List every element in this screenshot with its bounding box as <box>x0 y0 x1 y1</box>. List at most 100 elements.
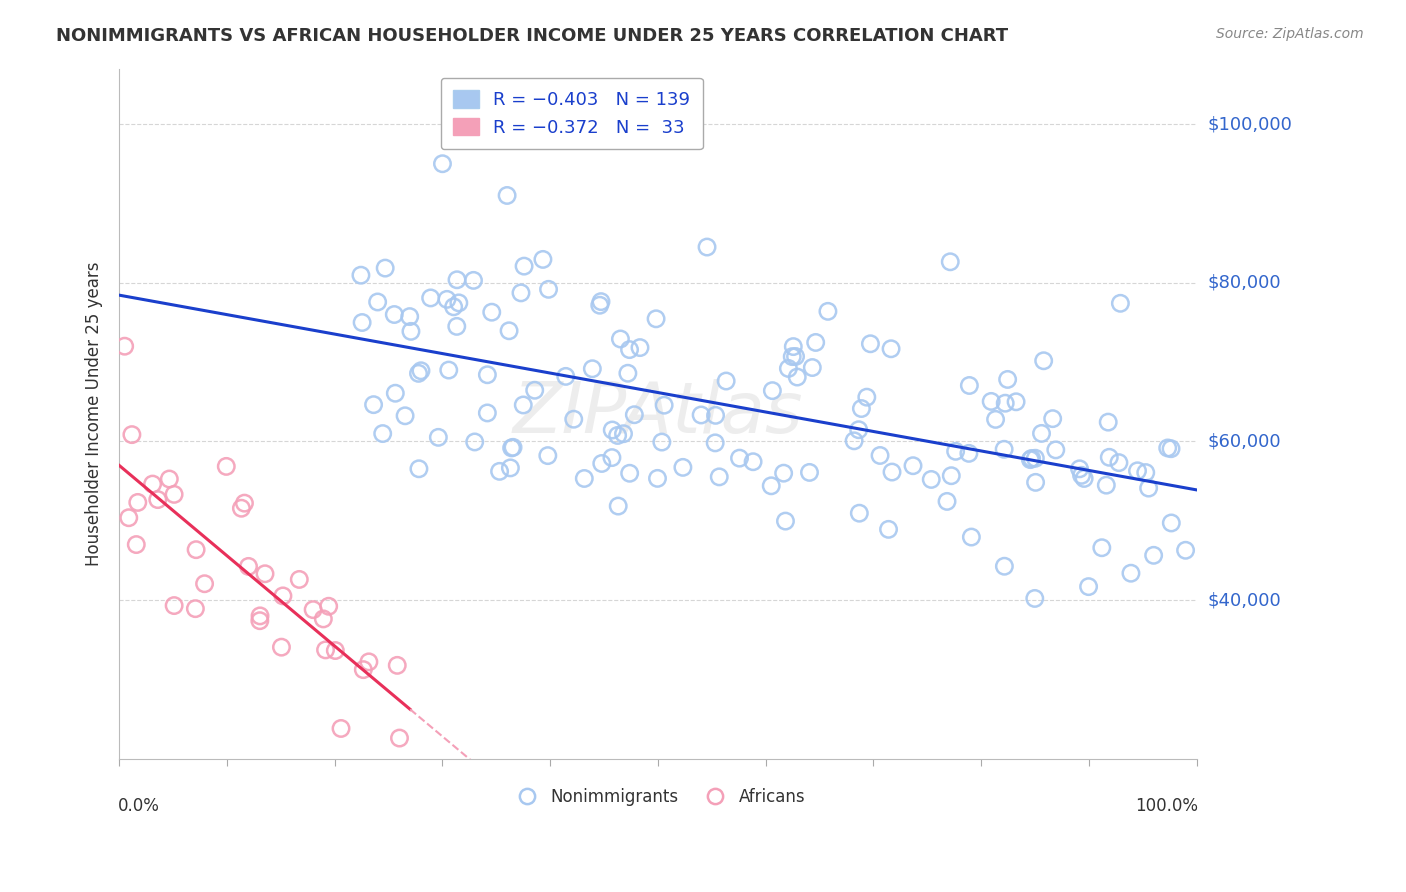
Point <box>477 406 499 420</box>
Point <box>513 259 536 273</box>
Point <box>936 494 959 508</box>
Point <box>993 559 1015 574</box>
Point <box>1135 466 1157 480</box>
Point <box>302 602 325 616</box>
Point <box>1045 442 1067 457</box>
Point <box>394 409 416 423</box>
Y-axis label: Householder Income Under 25 years: Householder Income Under 25 years <box>86 261 103 566</box>
Point <box>350 268 373 283</box>
Point <box>1024 451 1046 466</box>
Point <box>804 335 827 350</box>
Point <box>118 510 141 524</box>
Point <box>477 368 499 382</box>
Point <box>481 305 503 319</box>
Point <box>121 427 143 442</box>
Point <box>1143 549 1166 563</box>
Point <box>775 514 797 528</box>
Point <box>817 304 839 318</box>
Point <box>704 409 727 423</box>
Point <box>941 468 963 483</box>
Point <box>374 261 396 276</box>
Point <box>408 462 430 476</box>
Point <box>496 188 519 202</box>
Point <box>215 459 238 474</box>
Point <box>980 394 1002 409</box>
Text: 100.0%: 100.0% <box>1135 797 1198 814</box>
Point <box>609 332 631 346</box>
Point <box>288 573 311 587</box>
Point <box>194 576 217 591</box>
Point <box>387 658 409 673</box>
Point <box>323 643 346 657</box>
Point <box>367 295 389 310</box>
Text: $80,000: $80,000 <box>1208 274 1281 292</box>
Point <box>1097 415 1119 429</box>
Point <box>1042 411 1064 425</box>
Point <box>1157 441 1180 455</box>
Point <box>352 663 374 677</box>
Point <box>786 370 808 384</box>
Point <box>645 311 668 326</box>
Point <box>419 291 441 305</box>
Point <box>427 430 450 444</box>
Point <box>554 369 576 384</box>
Point <box>600 423 623 437</box>
Point <box>612 426 634 441</box>
Point <box>993 442 1015 457</box>
Point <box>146 492 169 507</box>
Point <box>851 401 873 416</box>
Point <box>672 460 695 475</box>
Point <box>856 390 879 404</box>
Point <box>249 608 271 623</box>
Point <box>357 655 380 669</box>
Point <box>869 449 891 463</box>
Point <box>312 612 335 626</box>
Point <box>623 408 645 422</box>
Point <box>848 506 870 520</box>
Point <box>714 374 737 388</box>
Point <box>498 324 520 338</box>
Point <box>384 386 406 401</box>
Point <box>1095 478 1118 492</box>
Point <box>589 298 612 312</box>
Point <box>957 378 980 392</box>
Point <box>446 319 468 334</box>
Point <box>589 294 612 309</box>
Point <box>778 361 800 376</box>
Point <box>562 412 585 426</box>
Point <box>704 435 727 450</box>
Point <box>1160 516 1182 530</box>
Point <box>1098 450 1121 465</box>
Point <box>939 254 962 268</box>
Point <box>785 350 807 364</box>
Point <box>619 467 641 481</box>
Text: NONIMMIGRANTS VS AFRICAN HOUSEHOLDER INCOME UNDER 25 YEARS CORRELATION CHART: NONIMMIGRANTS VS AFRICAN HOUSEHOLDER INC… <box>56 27 1008 45</box>
Point <box>437 363 460 377</box>
Text: $100,000: $100,000 <box>1208 115 1292 133</box>
Point <box>488 464 510 478</box>
Point <box>1032 353 1054 368</box>
Point <box>606 428 628 442</box>
Point <box>537 282 560 296</box>
Point <box>125 537 148 551</box>
Point <box>772 466 794 480</box>
Point <box>408 367 430 381</box>
Point <box>371 426 394 441</box>
Point <box>432 157 454 171</box>
Point <box>157 472 180 486</box>
Point <box>709 470 731 484</box>
Point <box>957 446 980 460</box>
Point <box>619 343 641 357</box>
Point <box>1109 296 1132 310</box>
Point <box>628 341 651 355</box>
Point <box>728 451 751 466</box>
Point <box>531 252 554 267</box>
Point <box>945 444 967 458</box>
Point <box>388 731 411 745</box>
Point <box>696 240 718 254</box>
Point <box>591 457 613 471</box>
Point <box>901 458 924 473</box>
Point <box>1126 464 1149 478</box>
Text: 0.0%: 0.0% <box>118 797 160 814</box>
Point <box>799 466 821 480</box>
